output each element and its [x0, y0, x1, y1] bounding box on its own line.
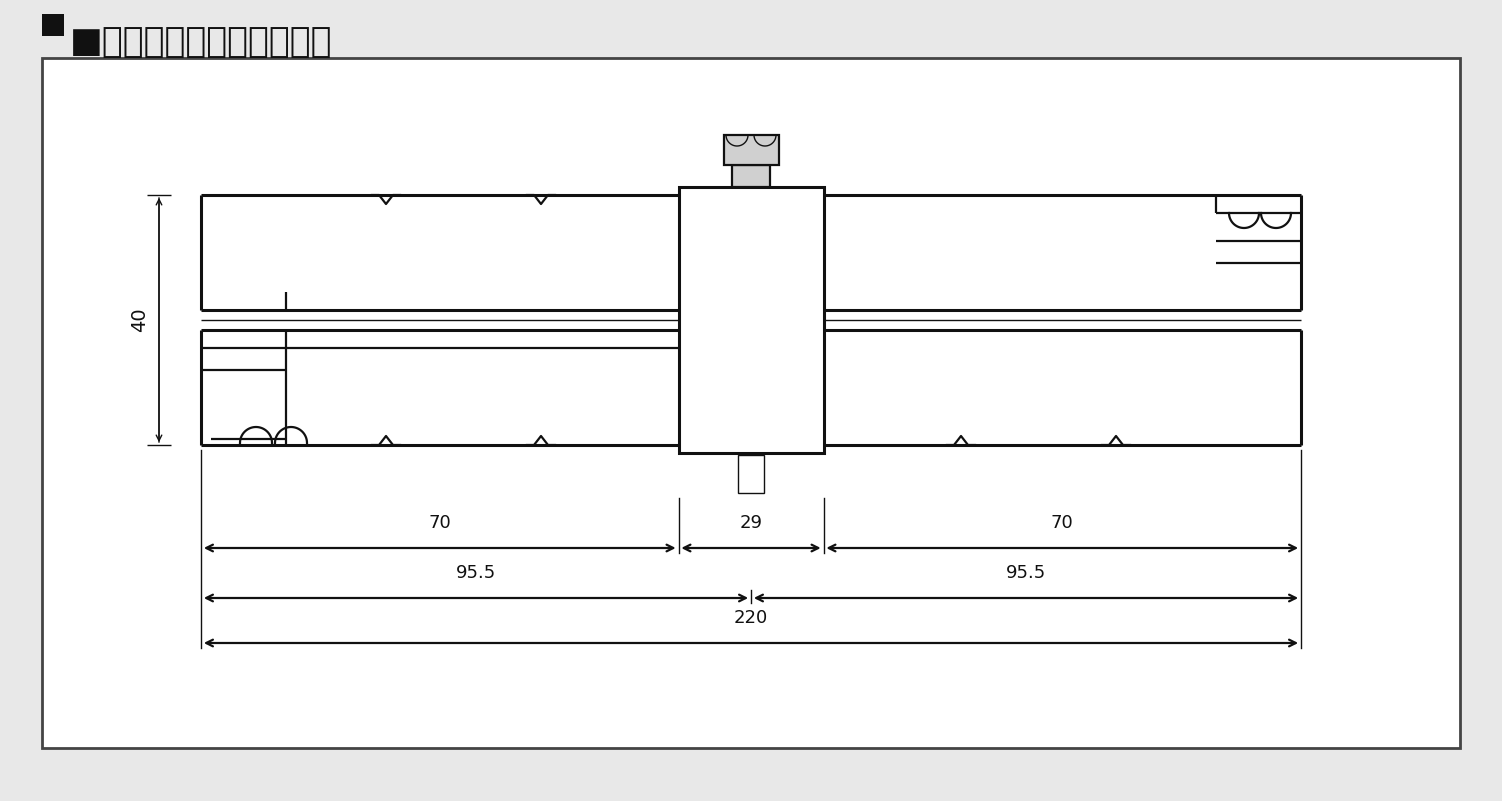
Text: ■マルチジョイント寸法図: ■マルチジョイント寸法図 [71, 25, 332, 59]
Text: 70: 70 [428, 514, 451, 532]
Text: 220: 220 [734, 609, 768, 627]
Bar [42, 14, 65, 36]
Text: 70: 70 [1051, 514, 1074, 532]
Bar [737, 455, 765, 493]
Bar [201, 330, 1301, 445]
Text: 95.5: 95.5 [457, 564, 496, 582]
Bar [42, 58, 1460, 748]
Text: 95.5: 95.5 [1006, 564, 1045, 582]
Bar [201, 195, 1301, 310]
Text: 29: 29 [739, 514, 763, 532]
Bar [724, 135, 778, 165]
Bar [731, 165, 771, 187]
Bar [679, 187, 823, 453]
Text: 40: 40 [131, 308, 149, 332]
